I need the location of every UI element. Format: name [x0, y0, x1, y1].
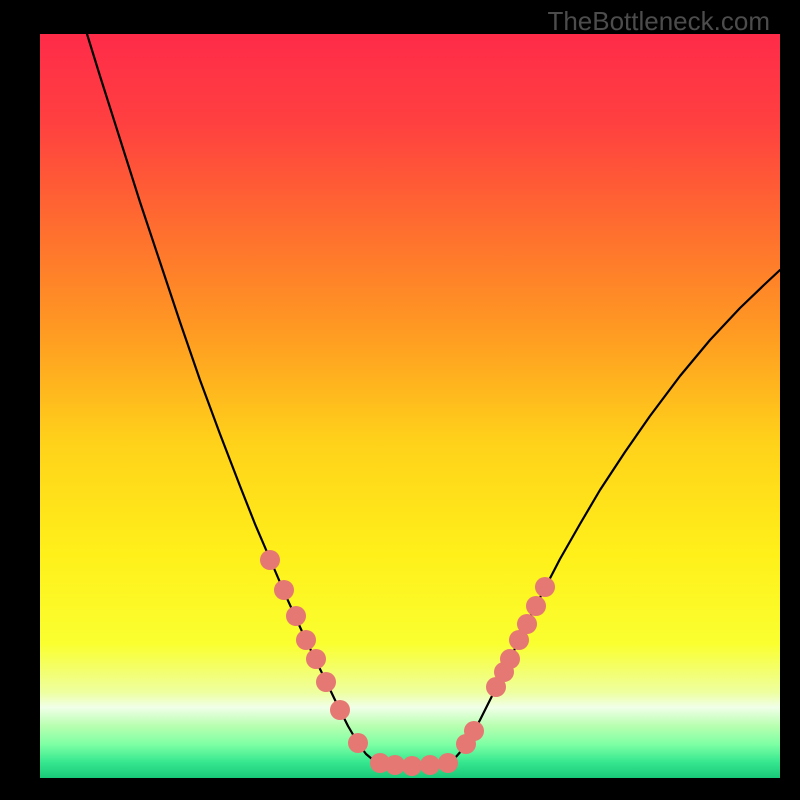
curve-marker [526, 596, 546, 616]
curve-marker [517, 614, 537, 634]
chart-canvas: TheBottleneck.com [0, 0, 800, 800]
curve-marker [274, 580, 294, 600]
curve-marker [296, 630, 316, 650]
frame-border-right [780, 0, 800, 800]
curve-marker [420, 755, 440, 775]
curve-marker [286, 606, 306, 626]
plot-svg [40, 34, 780, 778]
curve-marker [306, 649, 326, 669]
gradient-background [40, 34, 780, 778]
curve-marker [330, 700, 350, 720]
curve-marker [402, 756, 422, 776]
watermark-text: TheBottleneck.com [547, 6, 770, 37]
curve-marker [316, 672, 336, 692]
curve-marker [385, 755, 405, 775]
curve-marker [260, 550, 280, 570]
curve-marker [535, 577, 555, 597]
curve-marker [500, 649, 520, 669]
frame-border-left [0, 0, 40, 800]
plot-area [40, 34, 780, 778]
frame-border-bottom [0, 778, 800, 800]
curve-marker [438, 753, 458, 773]
curve-marker [464, 721, 484, 741]
curve-marker [348, 733, 368, 753]
